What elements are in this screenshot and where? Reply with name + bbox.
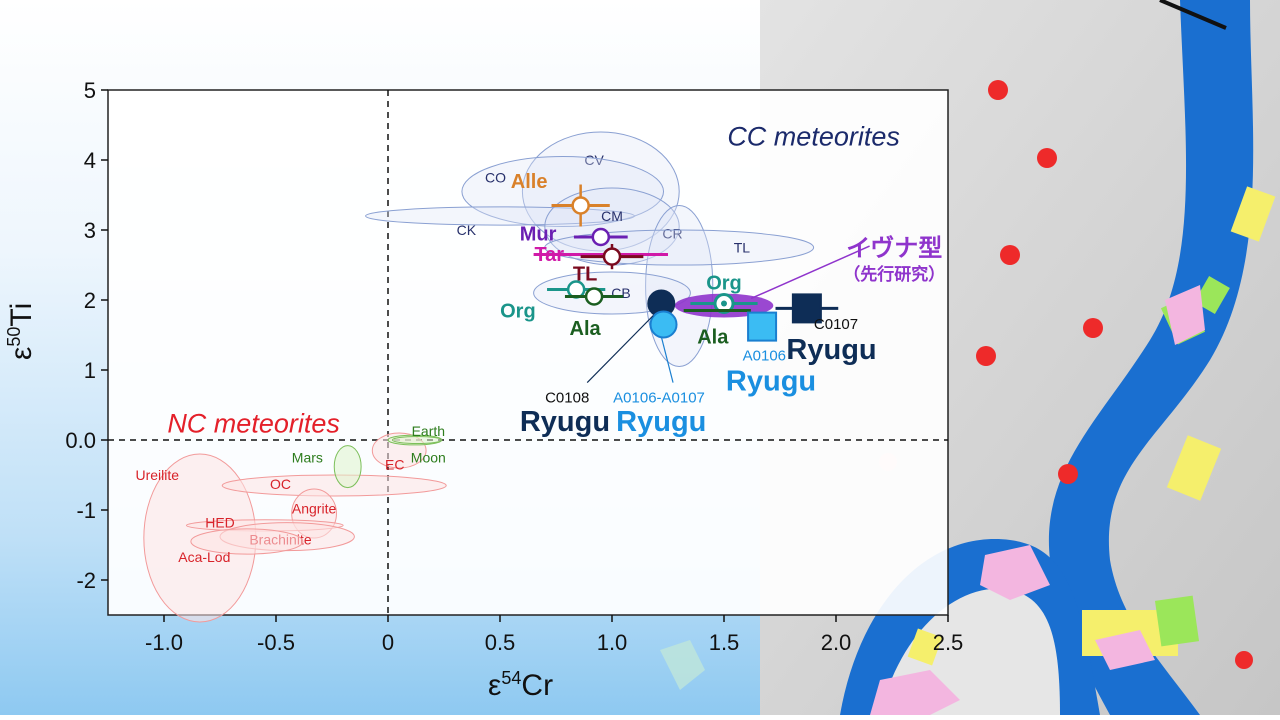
cc-field-co — [461, 156, 665, 227]
y-tick-label: 4 — [84, 148, 96, 173]
cc-field-label: CV — [584, 152, 604, 168]
x-tick-label: 0 — [382, 630, 394, 655]
cc-field-label: CM — [601, 208, 623, 224]
point-label: Org — [500, 301, 536, 323]
ryugu-sample-label: C0108 — [545, 390, 589, 407]
ryugu-name-label: Ryugu — [520, 406, 610, 438]
nc-field-label: Angrite — [292, 501, 337, 517]
nc-field-label: Aca-Lod — [178, 549, 230, 565]
point-center-dot — [721, 300, 727, 307]
nc-field-label: Mars — [292, 450, 323, 466]
nc-field-label: EC — [385, 457, 404, 473]
nc-field-label: Moon — [411, 450, 446, 466]
cc-field-tl — [544, 229, 815, 266]
leader-a0106-a0107 — [660, 337, 674, 383]
y-tick-label: 3 — [84, 218, 96, 243]
x-tick-label: 2.5 — [933, 630, 964, 655]
nc-field-mars — [333, 445, 362, 489]
y-tick-label: 5 — [84, 78, 96, 103]
x-tick-label: 1.0 — [597, 630, 628, 655]
ryugu-point-a0106-a0107 — [649, 310, 678, 339]
point-ala — [584, 287, 604, 306]
ryugu-sample-label: C0107 — [814, 316, 858, 333]
point-mur — [591, 227, 611, 247]
cc-field-cv — [521, 131, 680, 252]
y-axis-title: ε50Ti — [4, 302, 38, 360]
point-label: Ala — [697, 326, 729, 348]
point-label: Org — [706, 273, 742, 295]
nc-meteorites-label: NC meteorites — [167, 409, 340, 439]
y-tick-label: 0.0 — [65, 428, 96, 453]
x-tick-label: 2.0 — [821, 630, 852, 655]
point-label: Tar — [534, 244, 564, 266]
ivuna-sublabel: （先行研究） — [843, 264, 945, 284]
nc-field-label: Ureilite — [135, 467, 179, 483]
cc-field-ck — [365, 206, 635, 226]
point-tl — [602, 247, 622, 266]
point-label: Alle — [511, 171, 548, 193]
y-tick-label: -2 — [76, 568, 96, 593]
x-axis-title: ε54Cr — [488, 668, 554, 702]
cc-field-label: CR — [662, 226, 682, 242]
ryugu-sample-label: A0106 — [743, 348, 786, 365]
y-tick-label: 2 — [84, 288, 96, 313]
leader-c0108 — [586, 315, 654, 384]
point-label: TL — [573, 263, 597, 285]
x-tick-label: 1.5 — [709, 630, 740, 655]
ryugu-sample-label: A0106-A0107 — [613, 390, 705, 407]
ryugu-name-label: Ryugu — [616, 406, 706, 438]
cc-field-label: CB — [611, 285, 630, 301]
y-tick-label: -1 — [76, 498, 96, 523]
point-label: Mur — [520, 224, 557, 246]
nc-field-aca-lod — [190, 528, 304, 555]
nc-field-label: OC — [270, 476, 291, 492]
x-tick-label: -1.0 — [145, 630, 183, 655]
nc-field-oc — [221, 474, 447, 497]
cc-field-label: CK — [457, 222, 477, 238]
y-tick-label: 1 — [84, 358, 96, 383]
ryugu-point-c0107 — [791, 293, 822, 324]
x-tick-label: -0.5 — [257, 630, 295, 655]
point-alle — [571, 196, 590, 215]
cc-field-label: CO — [485, 170, 506, 186]
x-tick-label: 0.5 — [485, 630, 516, 655]
nc-field-label: HED — [205, 515, 235, 531]
leader-ivuna — [750, 245, 870, 300]
ryugu-name-label: Ryugu — [726, 366, 816, 398]
nc-field-moon — [391, 436, 443, 444]
point-label: Ala — [570, 318, 602, 340]
cc-meteorites-label: CC meteorites — [727, 122, 900, 152]
nc-field-label: Earth — [412, 423, 445, 439]
cc-field-label: TL — [734, 240, 751, 256]
ryugu-point-a0106 — [747, 311, 778, 342]
ryugu-name-label: Ryugu — [786, 334, 876, 366]
ivuna-label: イヴナ型 — [846, 234, 942, 262]
